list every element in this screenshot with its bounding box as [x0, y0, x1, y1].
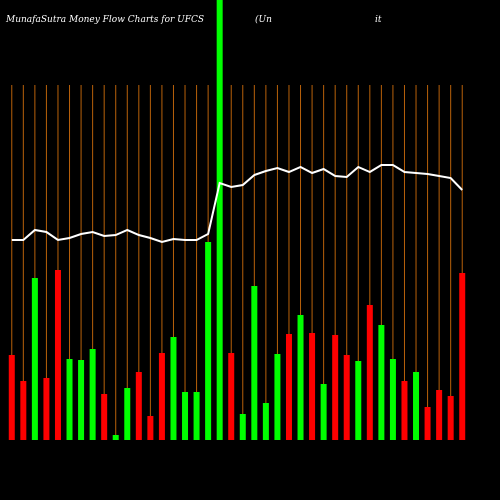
bar — [459, 273, 466, 440]
chart-title: MunafaSutra Money Flow Charts for UFCS — [5, 15, 204, 25]
bar — [378, 325, 385, 440]
bar — [124, 388, 131, 440]
bar — [355, 361, 362, 440]
bar — [401, 381, 408, 440]
bar — [320, 384, 327, 440]
bar — [239, 414, 246, 440]
annotation: it — [375, 15, 382, 25]
bar — [309, 333, 316, 440]
bar — [112, 435, 119, 440]
bar — [20, 381, 27, 440]
bar — [193, 392, 200, 440]
bar — [216, 0, 223, 440]
bar — [424, 407, 431, 440]
bar — [285, 334, 292, 440]
bar — [135, 372, 142, 440]
bar — [251, 286, 258, 440]
chart-subtitle: (Un — [255, 14, 272, 25]
bar — [205, 242, 212, 440]
bar — [262, 403, 269, 440]
bar — [413, 372, 420, 440]
bar — [366, 305, 373, 440]
bar — [31, 278, 38, 440]
bar — [228, 353, 235, 440]
bar — [447, 396, 454, 440]
bar — [89, 349, 96, 440]
bar — [147, 416, 154, 440]
bar — [66, 359, 73, 440]
bar — [43, 378, 50, 440]
bar — [158, 353, 165, 440]
bar — [8, 355, 15, 440]
bar — [389, 359, 396, 440]
bar — [274, 354, 281, 440]
bar — [436, 390, 443, 440]
bar — [182, 392, 189, 440]
bar — [332, 335, 339, 440]
bar — [101, 394, 108, 440]
bar — [343, 355, 350, 440]
line — [11, 164, 463, 244]
bar — [297, 315, 304, 440]
bar — [54, 270, 61, 440]
bar — [170, 337, 177, 440]
bar — [78, 360, 85, 440]
